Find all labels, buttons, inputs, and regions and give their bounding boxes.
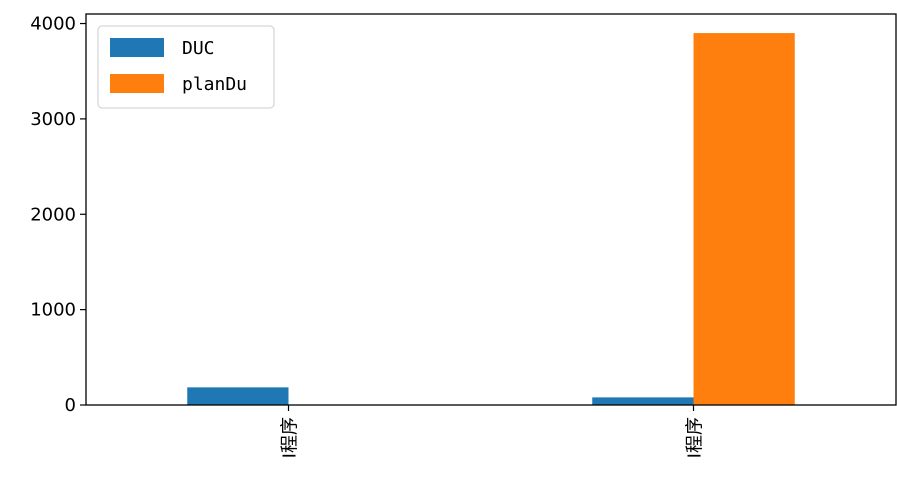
legend-swatch-plandu	[110, 74, 164, 93]
legend-swatch-duc	[110, 38, 164, 57]
y-tick-label: 4000	[30, 14, 76, 35]
legend-label-plandu: planDu	[182, 74, 247, 95]
plot-frame	[85, 13, 897, 406]
bar-duc-0	[187, 387, 289, 405]
y-tick-label: 1000	[30, 300, 76, 321]
x-axis: I程序 I程序	[280, 405, 706, 458]
bar-plandu-1	[693, 33, 795, 405]
legend-label-duc: DUC	[182, 38, 215, 59]
bars-group	[187, 33, 795, 405]
y-tick-label: 2000	[30, 204, 76, 225]
x-tick-label: I程序	[280, 417, 301, 458]
legend: DUC planDu	[97, 25, 275, 109]
y-tick-label: 0	[65, 395, 76, 416]
y-tick-label: 3000	[30, 109, 76, 130]
y-axis: 0 1000 2000 3000 4000	[30, 14, 86, 416]
bar-duc-1	[592, 397, 694, 405]
x-tick-label: I程序	[685, 417, 706, 458]
